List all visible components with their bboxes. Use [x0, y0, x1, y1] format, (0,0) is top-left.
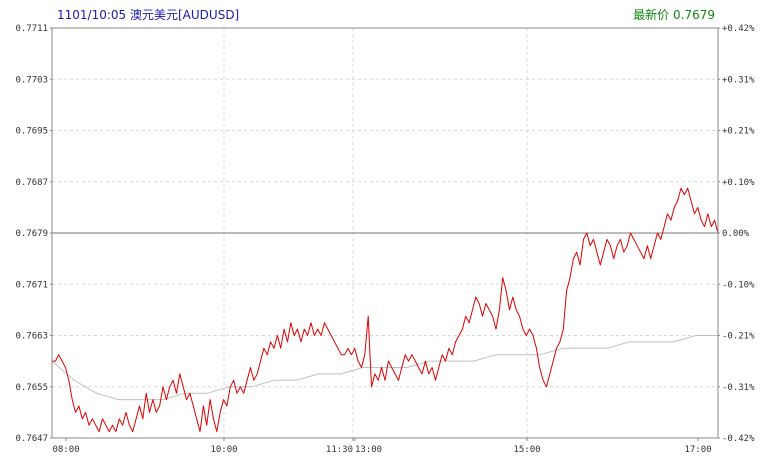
- x-tick-label: 13:00: [355, 445, 382, 455]
- y-right-tick-label: -0.21%: [722, 332, 755, 342]
- y-right-tick-label: +0.31%: [722, 75, 755, 85]
- y-tick-label: 0.7655: [15, 383, 48, 393]
- price-line: [52, 187, 719, 433]
- header-datetime: 1101/10:05: [57, 8, 127, 22]
- y-right-tick-label: +0.21%: [722, 127, 755, 137]
- chart-header-left: 1101/10:05 澳元美元[AUDUSD]: [57, 6, 239, 23]
- y-tick-label: 0.7695: [15, 127, 48, 137]
- header-instrument: 澳元美元[AUDUSD]: [130, 8, 240, 22]
- y-axis-right: +0.42% +0.31% +0.21% +0.10% 0.00% -0.10% -0.21…: [718, 24, 755, 444]
- y-axis-left: 0.7711 0.7703 0.7695 0.7687 0.7679 0.7671 0.76…: [15, 24, 52, 444]
- y-tick-label: 0.7687: [15, 178, 48, 188]
- x-tick-label: 10:00: [210, 445, 237, 455]
- y-tick-label: 0.7679: [15, 229, 48, 239]
- x-tick-label: 17:00: [684, 445, 711, 455]
- y-tick-label: 0.7647: [15, 434, 48, 444]
- average-price-line: [51, 335, 718, 401]
- x-axis: 08:00 10:00 11:30 13:00 15:00 17:00: [52, 438, 712, 455]
- x-tick-label: 08:00: [52, 445, 79, 455]
- chart-header-right: 最新价 0.7679: [633, 6, 715, 23]
- y-right-tick-label: 0.00%: [722, 229, 750, 239]
- y-right-tick-label: -0.10%: [722, 280, 755, 290]
- price-line-layer: [52, 187, 719, 433]
- x-tick-label: 11:30: [326, 445, 353, 455]
- y-tick-label: 0.7703: [15, 75, 48, 85]
- y-tick-label: 0.7663: [15, 332, 48, 342]
- x-tick-label: 15:00: [513, 445, 540, 455]
- latest-price-value: 0.7679: [673, 8, 715, 22]
- y-right-tick-label: -0.42%: [722, 434, 755, 444]
- y-right-tick-label: +0.10%: [722, 178, 755, 188]
- y-tick-label: 0.7671: [15, 280, 48, 290]
- y-right-tick-label: -0.31%: [722, 383, 755, 393]
- average-line-layer: [51, 335, 718, 401]
- y-right-tick-label: +0.42%: [722, 24, 755, 34]
- latest-price-label: 最新价: [633, 8, 670, 22]
- y-tick-label: 0.7711: [15, 24, 48, 34]
